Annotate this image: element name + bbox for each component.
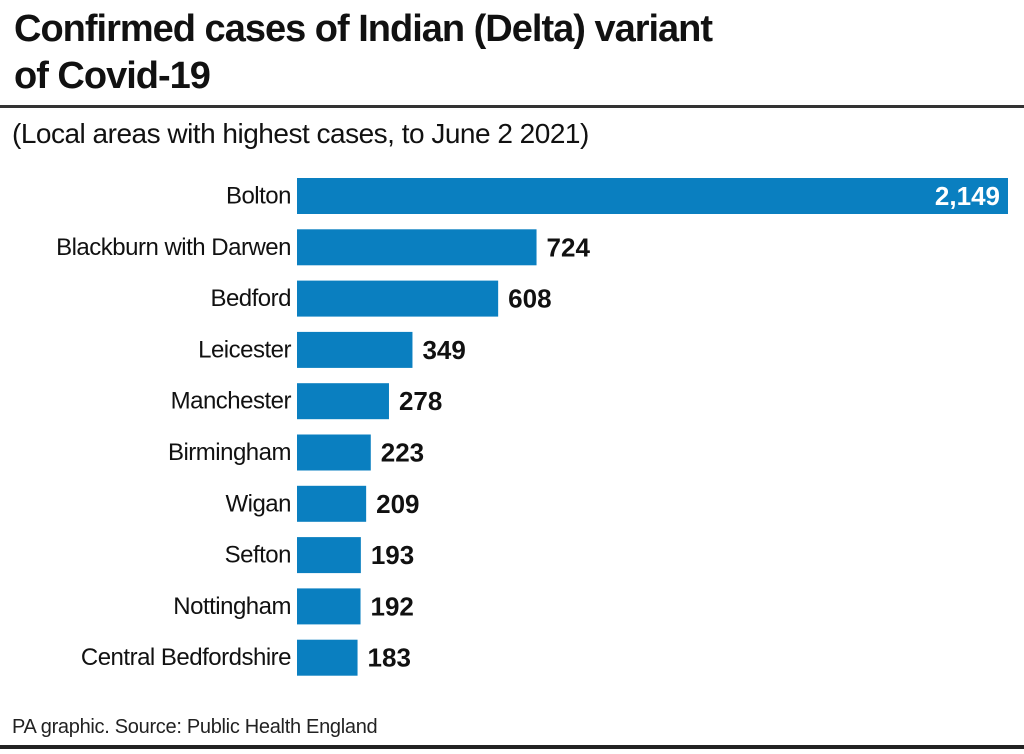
category-label: Wigan: [225, 490, 291, 517]
category-label: Bedford: [210, 285, 291, 312]
category-label: Central Bedfordshire: [81, 644, 291, 671]
chart-title: Confirmed cases of Indian (Delta) varian…: [14, 6, 914, 100]
category-label: Sefton: [225, 542, 291, 569]
chart-title-line-1: Confirmed cases of Indian (Delta) varian…: [14, 8, 713, 50]
value-label: 193: [371, 540, 414, 570]
value-label: 192: [371, 591, 414, 621]
footer-divider: [0, 745, 1024, 749]
value-label: 183: [368, 643, 411, 673]
value-label: 608: [508, 284, 551, 314]
category-label: Bolton: [226, 183, 291, 210]
value-label: 223: [381, 438, 424, 468]
category-label: Blackburn with Darwen: [56, 234, 291, 261]
bar: [297, 588, 361, 625]
category-label: Leicester: [198, 336, 291, 363]
title-divider: [0, 105, 1024, 108]
bar: [297, 485, 367, 522]
value-label: 2,149: [935, 181, 1000, 211]
bar: [297, 434, 371, 471]
value-label: 724: [547, 232, 591, 262]
bar: [297, 178, 1008, 214]
value-label: 278: [399, 386, 442, 416]
category-label: Nottingham: [173, 593, 291, 620]
chart-subtitle: (Local areas with highest cases, to June…: [12, 118, 589, 149]
chart-title-line-2: of Covid-19: [14, 55, 211, 97]
source-note: PA graphic. Source: Public Health Englan…: [12, 716, 378, 738]
bar: [297, 639, 358, 676]
bar: [297, 537, 361, 574]
bar: [297, 331, 413, 368]
bar: [297, 229, 537, 266]
category-label: Birmingham: [168, 439, 291, 466]
bar: [297, 280, 499, 317]
category-label: Manchester: [171, 388, 292, 415]
value-label: 209: [376, 489, 419, 519]
bar: [297, 383, 389, 420]
value-label: 349: [422, 335, 465, 365]
